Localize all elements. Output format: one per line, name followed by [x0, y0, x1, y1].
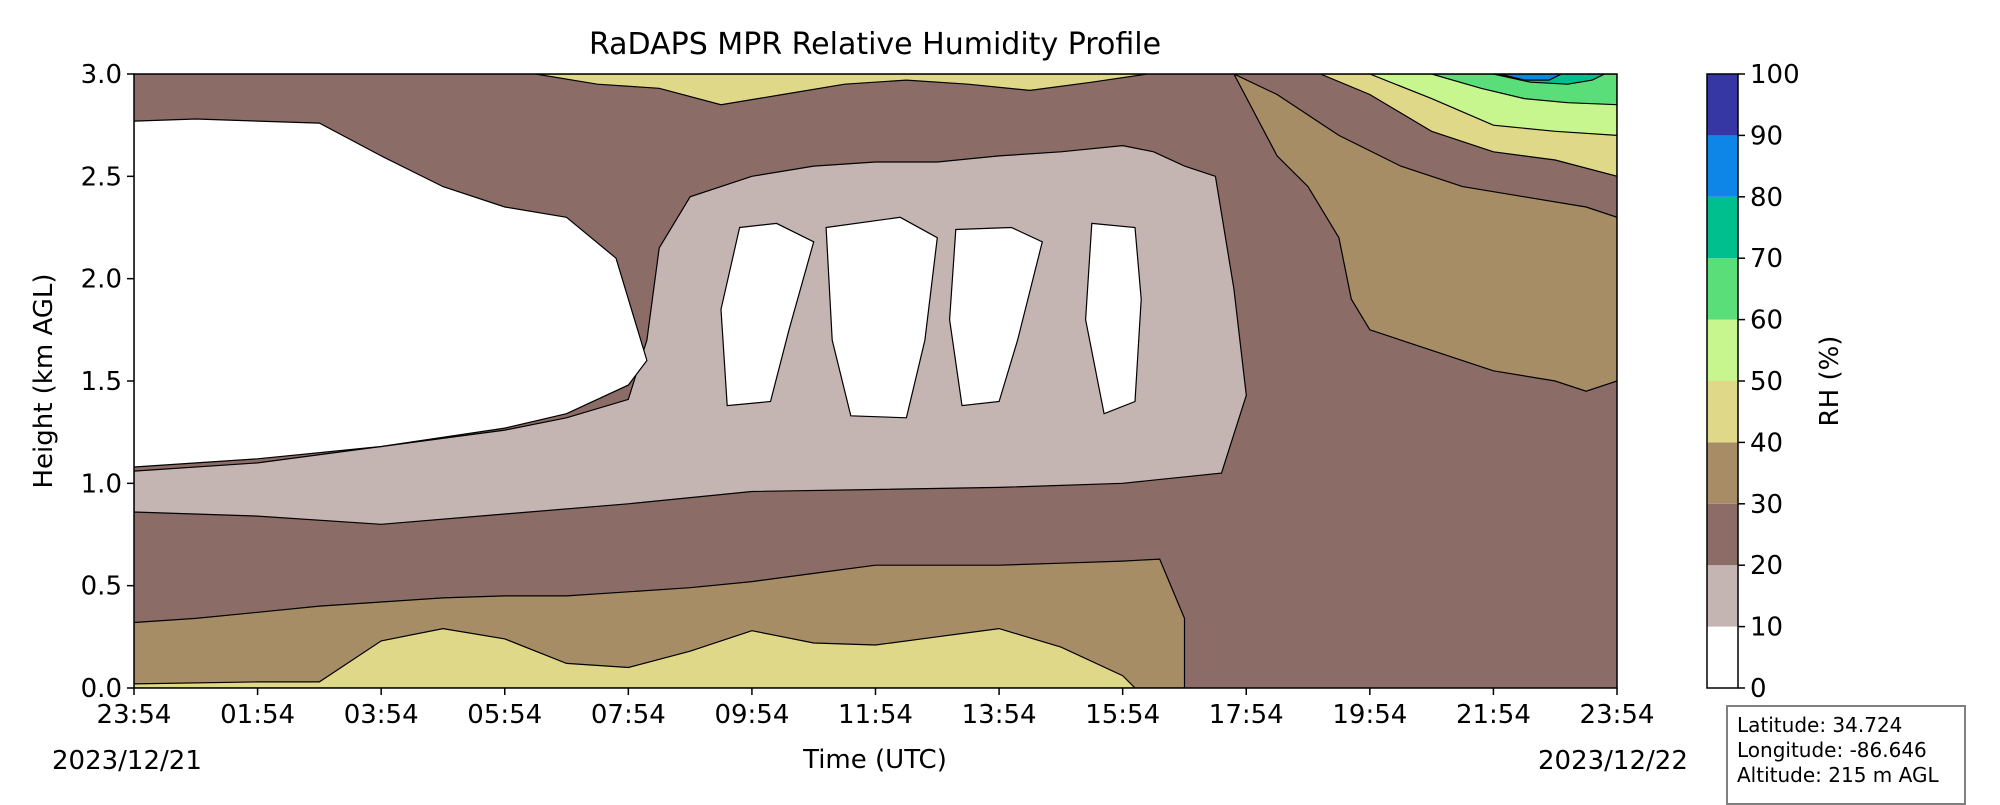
- x-tick-label: 13:54: [962, 700, 1037, 730]
- end-date-label: 2023/12/22: [1538, 746, 1688, 776]
- colorbar-segment: [1707, 258, 1738, 320]
- colorbar-segment: [1707, 381, 1738, 443]
- start-date-label: 2023/12/21: [52, 746, 202, 776]
- y-tick-label: 1.5: [81, 367, 122, 397]
- colorbar-segment: [1707, 319, 1738, 381]
- dry-cell-2: [825, 216, 938, 419]
- colorbar-tick-label: 60: [1750, 306, 1783, 336]
- dry-cell-4: [1084, 222, 1142, 415]
- y-tick-label: 0.5: [81, 572, 122, 602]
- x-tick-label: 21:54: [1456, 700, 1531, 730]
- colorbar-segment: [1707, 196, 1738, 259]
- upper-layer-2: [1233, 74, 1617, 392]
- colorbar-segment: [1707, 135, 1738, 197]
- colorbar-tick-label: 80: [1750, 183, 1783, 213]
- x-tick-label: 09:54: [714, 700, 789, 730]
- x-axis: 23:54 01:54 03:54 05:54 07:54 09:54 11:54 13:54…: [97, 688, 1655, 730]
- colorbar-tick-label: 100: [1750, 60, 1800, 90]
- x-tick-label: 19:54: [1332, 700, 1407, 730]
- y-tick-label: 1.0: [81, 469, 122, 499]
- colorbar-segment: [1707, 442, 1738, 504]
- colorbar: 0 10 20 30 40 50 60 70 80 90 100: [1706, 60, 1800, 704]
- colorbar-tick-label: 90: [1750, 121, 1783, 151]
- colorbar-tick-label: 70: [1750, 244, 1783, 274]
- colorbar-segment: [1707, 626, 1738, 688]
- band-40-50-low: [134, 627, 1136, 688]
- band-0-10: [134, 118, 648, 468]
- x-tick-label: 03:54: [344, 700, 419, 730]
- x-tick-label: 15:54: [1085, 700, 1160, 730]
- colorbar-segment: [1707, 503, 1738, 566]
- colorbar-tick-label: 30: [1750, 490, 1783, 520]
- y-axis: 0.0 0.5 1.0 1.5 2.0 2.5 3.0: [81, 60, 134, 704]
- dry-cell-1: [720, 222, 815, 407]
- y-tick-label: 2.5: [81, 162, 122, 192]
- y-axis-label: Height (km AGL): [29, 273, 59, 488]
- colorbar-tick-label: 20: [1750, 551, 1783, 581]
- y-tick-label: 0.0: [81, 674, 122, 704]
- dry-cell-3: [948, 226, 1044, 407]
- colorbar-tick-label: 0: [1750, 674, 1767, 704]
- x-tick-label: 23:54: [97, 700, 172, 730]
- upper-layer-7: [1499, 74, 1562, 81]
- colorbar-segment: [1707, 74, 1738, 136]
- x-tick-label: 17:54: [1209, 700, 1284, 730]
- chart-title: RaDAPS MPR Relative Humidity Profile: [589, 27, 1161, 62]
- x-tick-label: 05:54: [467, 700, 542, 730]
- y-tick-label: 2.0: [81, 265, 122, 295]
- x-tick-label: 11:54: [838, 700, 913, 730]
- x-tick-label: 01:54: [220, 700, 295, 730]
- colorbar-segment: [1707, 565, 1738, 627]
- contour-plot-area: [134, 74, 1617, 688]
- station-info-box: Latitude: 34.724 Longitude: -86.646 Alti…: [1726, 705, 1966, 805]
- upper-layer-1: [535, 74, 1148, 106]
- latitude-text: Latitude: 34.724: [1737, 713, 1903, 737]
- colorbar-tick-label: 50: [1750, 367, 1783, 397]
- y-tick-label: 3.0: [81, 60, 122, 90]
- colorbar-label: RH (%): [1815, 336, 1845, 427]
- longitude-text: Longitude: -86.646: [1737, 738, 1927, 762]
- altitude-text: Altitude: 215 m AGL: [1737, 763, 1939, 787]
- colorbar-tick-label: 10: [1750, 613, 1783, 643]
- x-tick-label: 07:54: [591, 700, 666, 730]
- colorbar-tick-label: 40: [1750, 428, 1783, 458]
- x-axis-label: Time (UTC): [802, 745, 947, 775]
- x-tick-label: 23:54: [1580, 700, 1655, 730]
